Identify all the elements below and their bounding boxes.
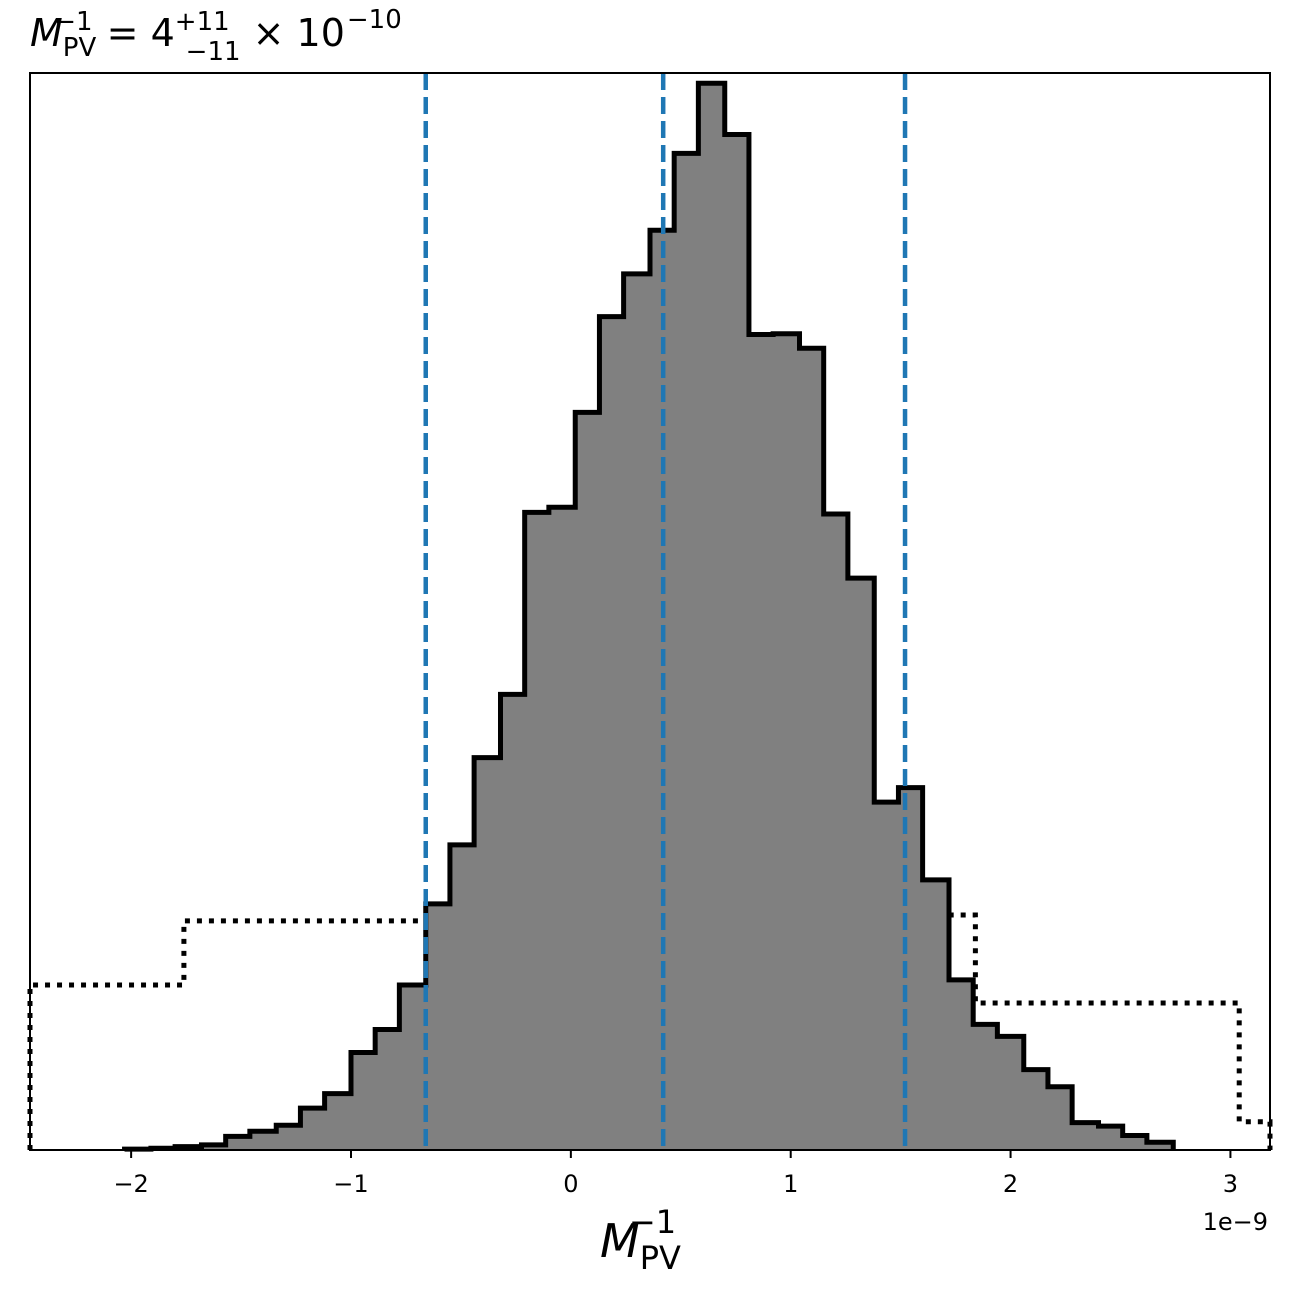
posterior-bin-24 [724,134,750,1151]
posterior-bin-4 [225,1136,251,1150]
posterior-bin-38 [1072,1122,1100,1150]
chart-title: MPV−1 = 4+11 −11 × 10−10 [30,5,402,67]
posterior-histogram-outline [122,80,1176,1152]
xlabel-symbol: M [600,1214,640,1268]
posterior-bin-10 [375,1029,400,1150]
posterior-bin-39 [1098,1126,1124,1150]
posterior-bin-34 [973,1024,998,1150]
plot-frame [29,72,1271,1151]
title-symbol: M [30,11,63,55]
posterior-bin-25 [748,334,774,1150]
posterior-bin-8 [324,1093,352,1150]
title-times: × 10 [241,11,345,55]
x-tick-label-5: 3 [1223,1170,1238,1198]
posterior-bin-33 [949,979,974,1150]
x-tick-label-0: −2 [113,1170,148,1198]
title-exponent: −10 [347,5,402,35]
xlabel-superscript: −1 [629,1203,676,1241]
posterior-bin-35 [997,1036,1025,1150]
x-axis-ticks: −2 −1 0 1 2 3 [113,1150,1238,1198]
x-tick-label-1: −1 [333,1170,368,1198]
posterior-bin-7 [300,1108,326,1150]
posterior-bin-11 [399,985,427,1150]
posterior-bin-32 [922,879,950,1150]
xlabel-subscript: PV [640,1239,681,1277]
posterior-bin-41 [1146,1142,1174,1150]
posterior-bin-13 [449,844,475,1150]
posterior-bin-12 [425,903,451,1150]
posterior-bin-27 [799,348,825,1150]
posterior-bin-14 [474,757,501,1150]
title-lower-error: −11 [186,37,241,67]
posterior-bin-28 [823,514,849,1150]
x-tick-label-2: 0 [563,1170,578,1198]
posterior-bin-37 [1047,1086,1073,1150]
posterior-bin-17 [548,507,576,1150]
posterior-bin-30 [874,802,899,1150]
posterior-bin-36 [1023,1069,1049,1150]
x-tick-label-4: 2 [1003,1170,1018,1198]
posterior-bin-9 [350,1052,376,1150]
posterior-bin-19 [599,316,625,1150]
x-axis-label: MPV−1 [600,1203,681,1277]
posterior-bin-20 [623,273,651,1151]
posterior-bin-15 [500,694,526,1150]
posterior-bin-31 [898,787,924,1150]
posterior-bin-3 [201,1144,227,1150]
posterior-bin-26 [773,333,801,1150]
posterior-bin-18 [575,412,600,1151]
title-equals: = 4 [95,11,175,55]
quantile-lines [423,73,908,1150]
posterior-bin-40 [1122,1135,1148,1150]
x-axis-offset-label: 1e−9 [1203,1208,1268,1236]
title-superscript: −1 [54,7,92,37]
posterior-histogram [122,80,1176,1152]
posterior-bin-6 [276,1125,301,1150]
title-upper-error: +11 [175,7,230,37]
x-tick-label-3: 1 [783,1170,798,1198]
posterior-bin-16 [524,512,550,1150]
title-subscript: PV [63,33,97,63]
posterior-bin-23 [698,83,726,1151]
posterior-bin-5 [249,1131,277,1150]
posterior-bin-22 [674,153,699,1150]
posterior-bin-29 [847,578,875,1150]
